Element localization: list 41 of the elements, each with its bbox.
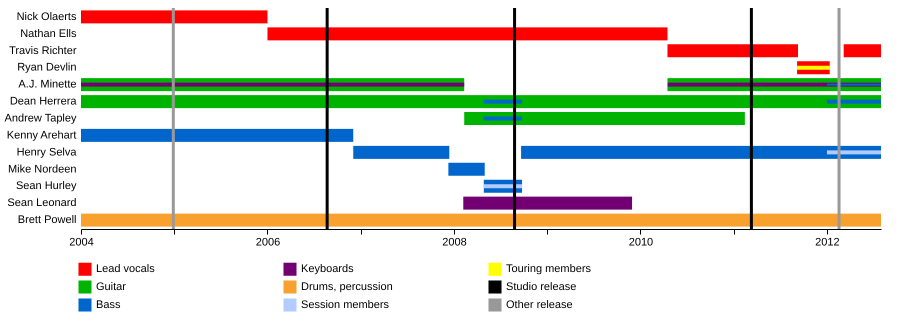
bar	[464, 112, 745, 125]
y-tick-label: Sean Hurley	[16, 180, 77, 192]
y-tick-label: A.J. Minette	[18, 78, 76, 91]
y-tick-label: Dean Herrera	[10, 96, 78, 108]
y-tick-label: Henry Selva	[16, 146, 78, 158]
x-tick-label: 2008	[442, 236, 467, 248]
bar	[667, 44, 798, 58]
bar	[81, 214, 881, 227]
bar	[353, 146, 450, 159]
y-tick-label: Nathan Ells	[20, 28, 77, 40]
y-tick-label: Nick Olaerts	[16, 10, 77, 23]
bar	[267, 27, 668, 40]
x-tick-label: 2010	[628, 236, 654, 248]
legend-label: Session members	[301, 299, 390, 311]
y-tick-label: Travis Richter	[9, 44, 77, 57]
y-tick-label: Ryan Devlin	[17, 62, 76, 74]
y-tick-label: Andrew Tapley	[4, 112, 77, 124]
bar	[826, 150, 881, 154]
legend-label: Other release	[506, 299, 573, 311]
legend-label: Guitar	[96, 281, 126, 293]
legend-label: Keyboards	[301, 263, 354, 276]
bar	[826, 100, 881, 104]
legend-label: Touring members	[506, 263, 592, 276]
x-tick-label: 2006	[256, 236, 280, 248]
bar	[448, 162, 485, 176]
y-tick-label: Kenny Arehart	[6, 129, 76, 142]
legend-label: Lead vocals	[96, 263, 156, 276]
bar	[81, 95, 881, 108]
bar	[81, 10, 268, 24]
y-tick-label: Mike Nordeen	[8, 163, 76, 176]
legend-label: Studio release	[506, 281, 576, 293]
bar	[844, 44, 881, 58]
bar	[81, 128, 354, 142]
y-tick-label: Sean Leonard	[7, 197, 76, 210]
legend-label: Bass	[96, 299, 121, 311]
y-tick-label: Brett Powell	[18, 214, 76, 226]
legend-label: Drums, percussion	[301, 281, 393, 293]
bar	[797, 66, 830, 70]
x-tick-label: 2004	[69, 236, 94, 248]
x-tick-label: 2012	[815, 236, 840, 248]
bar	[484, 184, 522, 188]
